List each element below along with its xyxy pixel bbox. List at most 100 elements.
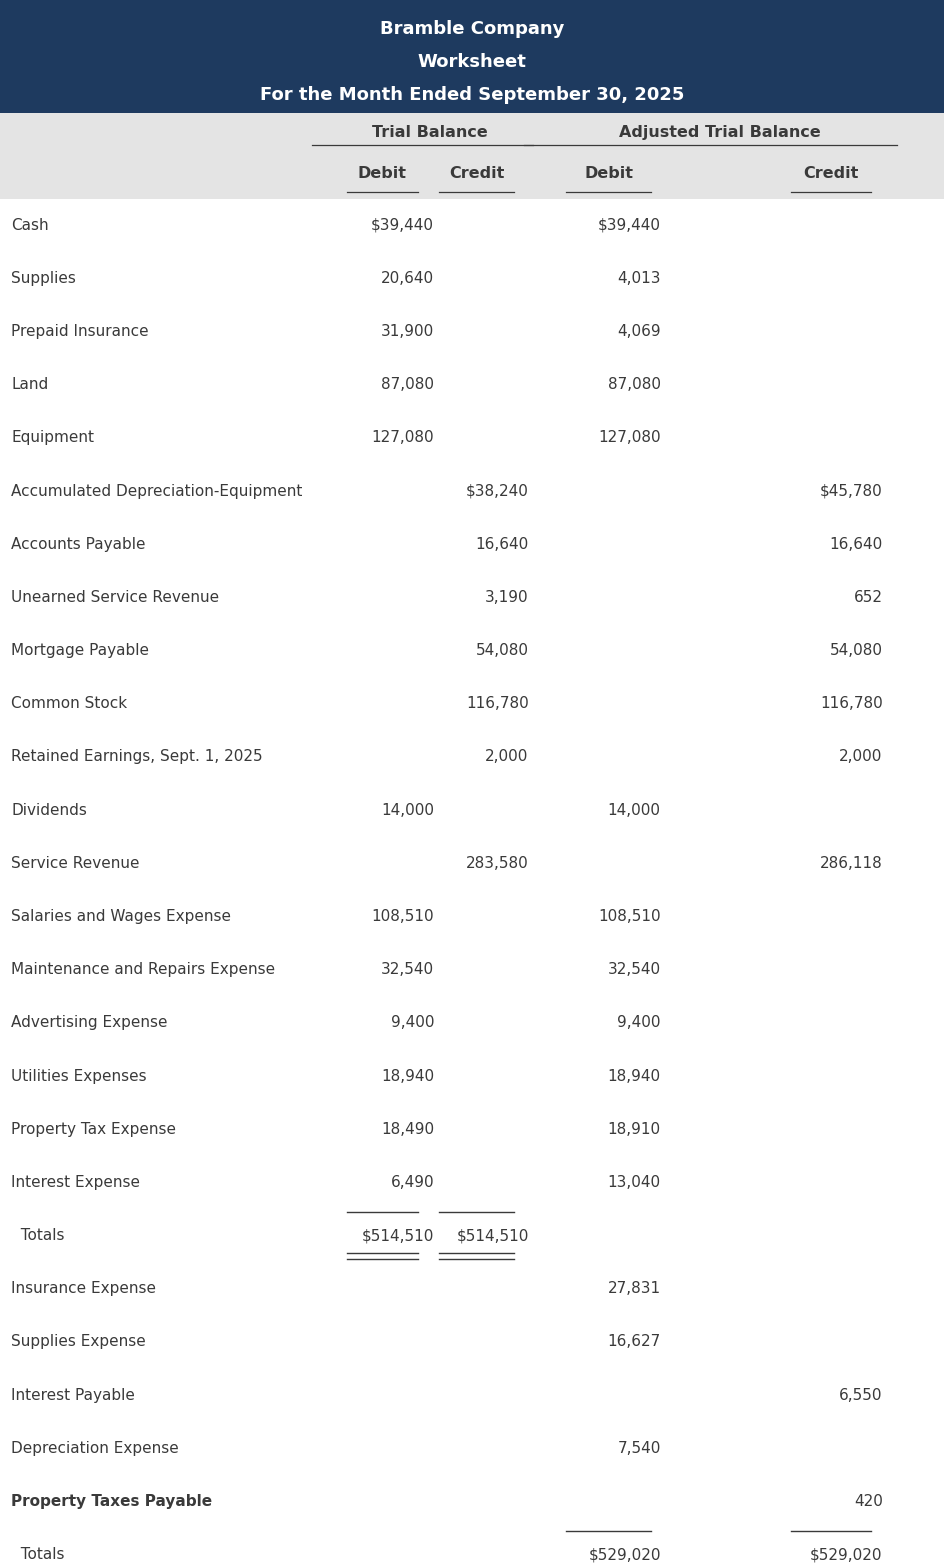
Text: $38,240: $38,240 [465, 483, 529, 499]
Text: Accounts Payable: Accounts Payable [11, 536, 145, 552]
Text: 7,540: 7,540 [617, 1440, 661, 1456]
Bar [0, 677, 944, 730]
Text: 108,510: 108,510 [598, 909, 661, 924]
Bar [0, 1475, 944, 1528]
Text: Retained Earnings, Sept. 1, 2025: Retained Earnings, Sept. 1, 2025 [11, 749, 263, 765]
Text: Debit: Debit [584, 166, 633, 181]
Bar [0, 411, 944, 465]
Text: 18,940: 18,940 [608, 1068, 661, 1084]
Bar [0, 358, 944, 411]
Bar [0, 1103, 944, 1156]
Text: 9,400: 9,400 [391, 1015, 434, 1031]
Text: Trial Balance: Trial Balance [372, 125, 487, 141]
Text: 4,013: 4,013 [617, 271, 661, 286]
Bar [0, 252, 944, 305]
Bar [0, 1422, 944, 1475]
Text: 127,080: 127,080 [372, 430, 434, 446]
Bar [0, 996, 944, 1049]
Text: 54,080: 54,080 [830, 643, 883, 658]
Text: $39,440: $39,440 [598, 217, 661, 233]
Text: Dividends: Dividends [11, 802, 87, 818]
Text: 116,780: 116,780 [820, 696, 883, 712]
Text: 32,540: 32,540 [381, 962, 434, 978]
Text: 87,080: 87,080 [381, 377, 434, 393]
Bar [0, 943, 944, 996]
Text: 2,000: 2,000 [839, 749, 883, 765]
Text: For the Month Ended September 30, 2025: For the Month Ended September 30, 2025 [260, 86, 684, 105]
Text: Utilities Expenses: Utilities Expenses [11, 1068, 147, 1084]
Text: Property Taxes Payable: Property Taxes Payable [11, 1494, 212, 1509]
Text: Salaries and Wages Expense: Salaries and Wages Expense [11, 909, 231, 924]
Bar [0, 518, 944, 571]
Text: Property Tax Expense: Property Tax Expense [11, 1121, 177, 1137]
Text: 4,069: 4,069 [617, 324, 661, 339]
Text: $514,510: $514,510 [362, 1228, 434, 1243]
Text: Accumulated Depreciation-Equipment: Accumulated Depreciation-Equipment [11, 483, 303, 499]
Text: 9,400: 9,400 [617, 1015, 661, 1031]
Text: Debit: Debit [358, 166, 407, 181]
Text: 286,118: 286,118 [820, 856, 883, 871]
Text: Insurance Expense: Insurance Expense [11, 1281, 157, 1297]
Text: 32,540: 32,540 [608, 962, 661, 978]
Text: Maintenance and Repairs Expense: Maintenance and Repairs Expense [11, 962, 276, 978]
Text: Cash: Cash [11, 217, 49, 233]
Text: 87,080: 87,080 [608, 377, 661, 393]
Bar [0, 571, 944, 624]
Text: 16,627: 16,627 [608, 1334, 661, 1350]
Text: Credit: Credit [449, 166, 504, 181]
Text: 3,190: 3,190 [485, 590, 529, 605]
Bar [0, 837, 944, 890]
Text: $514,510: $514,510 [456, 1228, 529, 1243]
Text: 14,000: 14,000 [381, 802, 434, 818]
Text: 420: 420 [853, 1494, 883, 1509]
Text: Prepaid Insurance: Prepaid Insurance [11, 324, 149, 339]
Bar [0, 1049, 944, 1103]
Bar [0, 1262, 944, 1315]
Bar [0, 1528, 944, 1564]
Text: Common Stock: Common Stock [11, 696, 127, 712]
Bar [0, 784, 944, 837]
Text: Bramble Company: Bramble Company [379, 20, 565, 39]
Text: 283,580: 283,580 [466, 856, 529, 871]
Text: Depreciation Expense: Depreciation Expense [11, 1440, 179, 1456]
Text: 6,490: 6,490 [391, 1175, 434, 1190]
Text: 18,490: 18,490 [381, 1121, 434, 1137]
Text: Interest Expense: Interest Expense [11, 1175, 141, 1190]
Text: Interest Payable: Interest Payable [11, 1387, 135, 1403]
Bar [0, 1368, 944, 1422]
Text: Mortgage Payable: Mortgage Payable [11, 643, 149, 658]
Text: 27,831: 27,831 [608, 1281, 661, 1297]
Bar [0, 624, 944, 677]
Text: $39,440: $39,440 [371, 217, 434, 233]
Bar [0, 890, 944, 943]
Text: Totals: Totals [11, 1228, 65, 1243]
Text: 108,510: 108,510 [372, 909, 434, 924]
Text: 18,910: 18,910 [608, 1121, 661, 1137]
Text: Totals: Totals [11, 1547, 65, 1562]
Text: 18,940: 18,940 [381, 1068, 434, 1084]
Bar [0, 465, 944, 518]
Text: Equipment: Equipment [11, 430, 94, 446]
Bar [0, 730, 944, 784]
Text: Land: Land [11, 377, 48, 393]
Text: 13,040: 13,040 [608, 1175, 661, 1190]
Text: 6,550: 6,550 [839, 1387, 883, 1403]
Bar [0, 1315, 944, 1368]
Bar [0, 199, 944, 252]
Text: Adjusted Trial Balance: Adjusted Trial Balance [619, 125, 820, 141]
Text: 54,080: 54,080 [476, 643, 529, 658]
Text: 127,080: 127,080 [598, 430, 661, 446]
Text: Supplies Expense: Supplies Expense [11, 1334, 146, 1350]
Text: 16,640: 16,640 [830, 536, 883, 552]
Text: Advertising Expense: Advertising Expense [11, 1015, 168, 1031]
Text: Unearned Service Revenue: Unearned Service Revenue [11, 590, 219, 605]
Bar [0, 1156, 944, 1209]
Bar [0, 305, 944, 358]
Text: 2,000: 2,000 [485, 749, 529, 765]
Text: 116,780: 116,780 [466, 696, 529, 712]
Text: $529,020: $529,020 [810, 1547, 883, 1562]
Text: 652: 652 [853, 590, 883, 605]
Bar [0, 0, 944, 113]
Text: 20,640: 20,640 [381, 271, 434, 286]
Bar [0, 1209, 944, 1262]
